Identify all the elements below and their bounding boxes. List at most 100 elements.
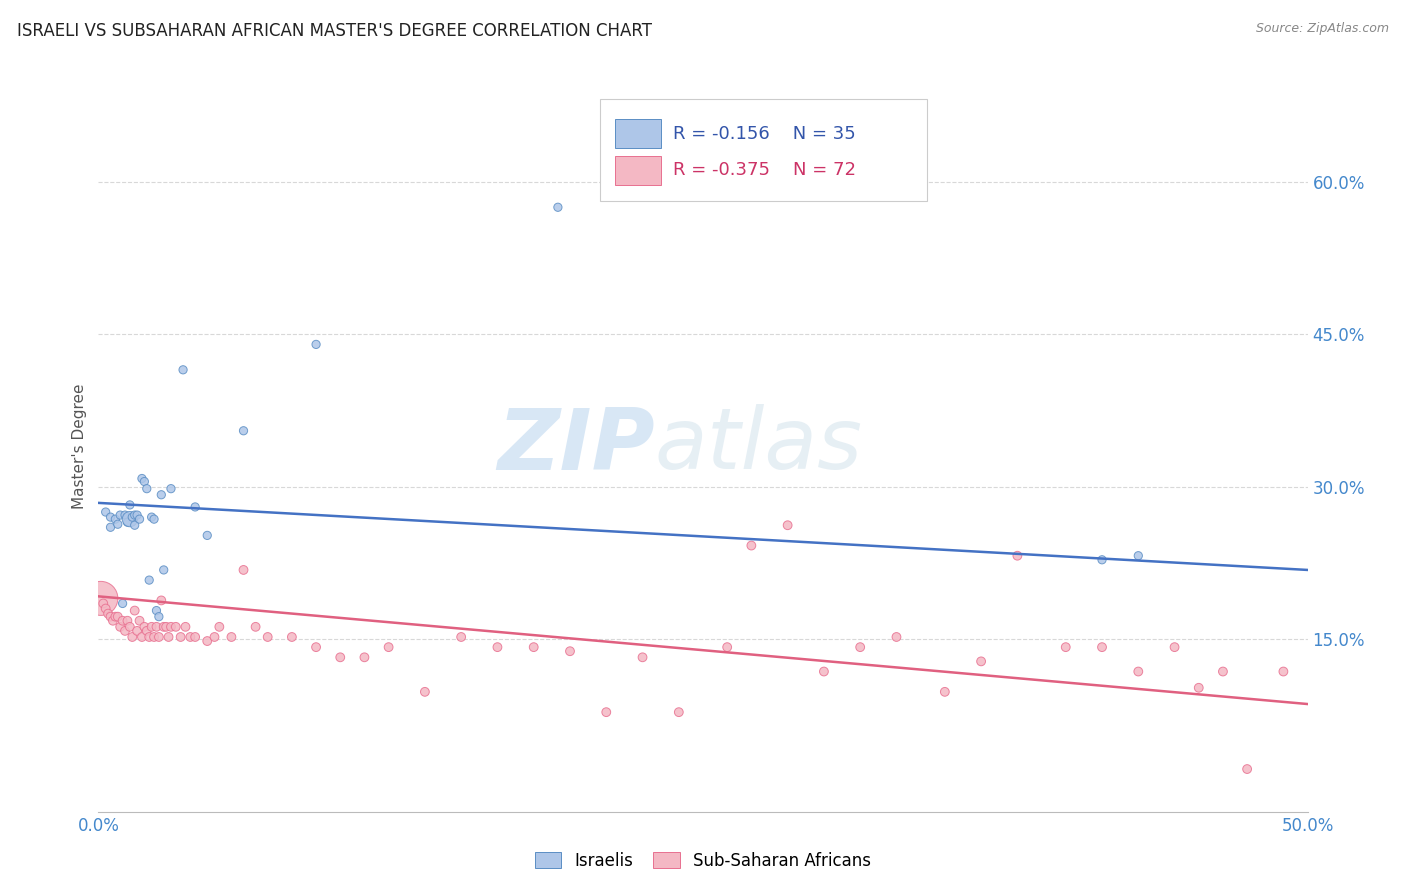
- Point: [117, 515, 139, 529]
- Point: [114, 508, 136, 522]
- Bar: [614, 155, 661, 185]
- Point: [305, 640, 328, 655]
- Point: [152, 563, 174, 577]
- Point: [165, 620, 187, 634]
- Bar: [614, 119, 661, 148]
- Point: [353, 650, 375, 665]
- Point: [1128, 665, 1150, 679]
- Text: R = -0.156    N = 35: R = -0.156 N = 35: [672, 125, 855, 143]
- Point: [1212, 665, 1234, 679]
- Point: [413, 685, 436, 699]
- Point: [104, 512, 127, 526]
- Point: [124, 603, 146, 617]
- Point: [90, 591, 112, 606]
- Point: [221, 630, 243, 644]
- Point: [94, 601, 117, 615]
- Point: [1163, 640, 1185, 655]
- Point: [118, 498, 141, 512]
- Point: [849, 640, 872, 655]
- Point: [134, 620, 156, 634]
- Point: [117, 614, 139, 628]
- Point: [179, 630, 201, 644]
- Point: [128, 614, 150, 628]
- Y-axis label: Master's Degree: Master's Degree: [72, 384, 87, 508]
- Point: [547, 200, 569, 214]
- Point: [232, 424, 254, 438]
- Point: [486, 640, 509, 655]
- Point: [160, 620, 183, 634]
- Point: [111, 614, 134, 628]
- Point: [155, 620, 177, 634]
- Point: [934, 685, 956, 699]
- Point: [118, 512, 141, 526]
- Point: [1054, 640, 1077, 655]
- Text: ISRAELI VS SUBSAHARAN AFRICAN MASTER'S DEGREE CORRELATION CHART: ISRAELI VS SUBSAHARAN AFRICAN MASTER'S D…: [17, 22, 652, 40]
- Point: [1091, 640, 1114, 655]
- Point: [138, 573, 160, 587]
- Point: [208, 620, 231, 634]
- Text: Source: ZipAtlas.com: Source: ZipAtlas.com: [1256, 22, 1389, 36]
- Point: [128, 512, 150, 526]
- Point: [148, 609, 170, 624]
- Point: [595, 705, 617, 719]
- Point: [523, 640, 546, 655]
- Point: [1128, 549, 1150, 563]
- Text: R = -0.375    N = 72: R = -0.375 N = 72: [672, 161, 856, 179]
- Point: [1007, 549, 1029, 563]
- Point: [141, 510, 163, 524]
- Point: [377, 640, 399, 655]
- Point: [121, 510, 143, 524]
- Point: [108, 508, 131, 522]
- Point: [94, 505, 117, 519]
- Point: [107, 609, 129, 624]
- Point: [135, 624, 157, 638]
- Point: [131, 471, 153, 485]
- Point: [886, 630, 908, 644]
- Point: [232, 563, 254, 577]
- Point: [281, 630, 304, 644]
- Point: [776, 518, 799, 533]
- Point: [558, 644, 581, 658]
- Point: [127, 624, 149, 638]
- Point: [195, 634, 218, 648]
- Point: [184, 500, 207, 514]
- Legend: Israelis, Sub-Saharan Africans: Israelis, Sub-Saharan Africans: [527, 846, 879, 877]
- Point: [121, 630, 143, 644]
- Point: [145, 620, 167, 634]
- Point: [108, 620, 131, 634]
- Point: [1272, 665, 1295, 679]
- Text: ZIP: ZIP: [496, 404, 655, 488]
- Point: [107, 517, 129, 532]
- FancyBboxPatch shape: [600, 99, 927, 201]
- Point: [131, 630, 153, 644]
- Point: [135, 482, 157, 496]
- Point: [169, 630, 191, 644]
- Point: [104, 609, 127, 624]
- Point: [150, 488, 173, 502]
- Point: [174, 620, 197, 634]
- Point: [97, 607, 120, 621]
- Point: [91, 597, 114, 611]
- Point: [141, 620, 163, 634]
- Point: [329, 650, 352, 665]
- Point: [114, 624, 136, 638]
- Point: [100, 609, 122, 624]
- Point: [134, 475, 156, 489]
- Point: [100, 510, 122, 524]
- Point: [148, 630, 170, 644]
- Point: [305, 337, 328, 351]
- Point: [204, 630, 226, 644]
- Point: [124, 518, 146, 533]
- Point: [1091, 553, 1114, 567]
- Point: [150, 593, 173, 607]
- Point: [124, 508, 146, 522]
- Point: [157, 630, 180, 644]
- Point: [740, 539, 762, 553]
- Point: [118, 620, 141, 634]
- Point: [256, 630, 278, 644]
- Point: [172, 363, 194, 377]
- Point: [1236, 762, 1258, 776]
- Point: [143, 630, 166, 644]
- Point: [668, 705, 690, 719]
- Point: [184, 630, 207, 644]
